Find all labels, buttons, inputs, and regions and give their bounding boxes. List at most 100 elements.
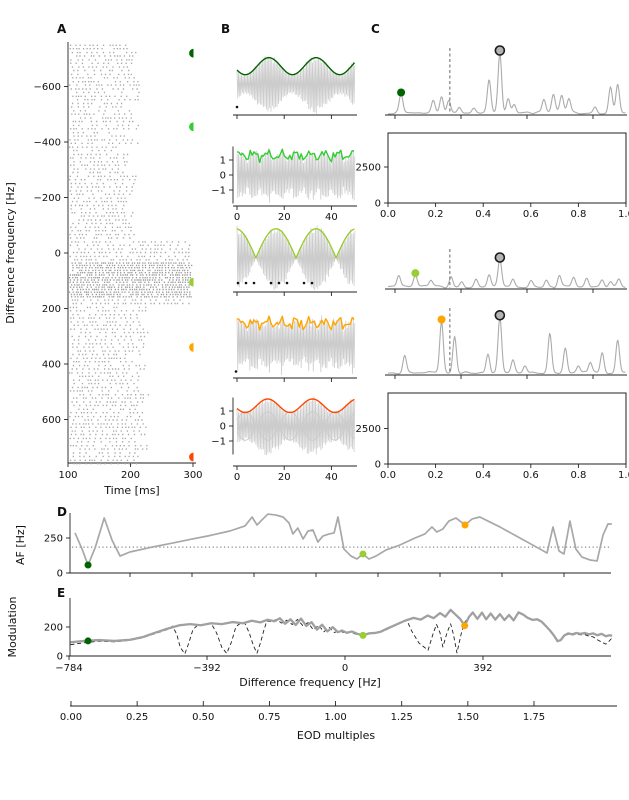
panel-b-row2: 0 20 40 1 0 −1 (211, 146, 357, 223)
eod-axis-label: EOD multiples (297, 729, 375, 742)
panel-c-row3 (385, 249, 627, 293)
e-xtick-label: 0 (342, 663, 348, 674)
c-xtick-label: 0.8 (570, 209, 586, 220)
c-xtick-label: 0.0 (380, 470, 396, 481)
c-xtick-label: 0.0 (380, 209, 396, 220)
panel-b-row4 (233, 315, 357, 382)
a-ytick-label: 600 (42, 415, 61, 426)
c-xtick-label: 0.2 (428, 470, 444, 481)
eod-axis: 0.00 0.25 0.50 0.75 1.00 1.25 1.50 1.75 (60, 701, 617, 723)
event-dot (234, 370, 238, 373)
panel-c-row5: 2500 00.0 0.2 0.4 0.6 0.8 1.0 (356, 392, 629, 481)
a-xtick-label: 200 (121, 470, 140, 481)
condition-marker-yellowgreen (189, 277, 194, 287)
e-xtick-label: 392 (473, 663, 492, 674)
panel-label-b: B (221, 22, 230, 36)
panel-a: −600 −400 −200 0 200 400 600 100 200 300 (34, 42, 203, 481)
a-y-axis-label: Difference frequency [Hz] (4, 182, 17, 324)
a-ytick-label: −200 (34, 193, 61, 204)
condition-dot-orange (437, 315, 446, 324)
d-ytick-label: 250 (44, 534, 63, 545)
panel-b-row3 (233, 225, 357, 296)
condition-dot-yellowgreen (411, 269, 420, 278)
b-xtick-label: 40 (325, 472, 338, 483)
eod-tick-label: 0.50 (192, 712, 214, 723)
eod-tick-label: 0.75 (258, 712, 280, 723)
a-xtick-label: 100 (58, 470, 77, 481)
condition-dot-yellowgreen (359, 550, 367, 558)
condition-marker-orange (189, 342, 194, 352)
b-ytick-label: 1 (220, 156, 226, 167)
e-ytick-label: 0 (57, 652, 63, 663)
carrier-wave (236, 315, 356, 376)
c-xtick-label: 1.0 (618, 470, 629, 481)
envelope-line (236, 148, 355, 164)
peak-circle-marker (494, 309, 506, 321)
braid-envelope (236, 411, 355, 441)
condition-dot-orange (461, 622, 469, 630)
carrier-wave (236, 147, 356, 204)
event-dot (252, 281, 256, 285)
condition-dot-orange (461, 521, 469, 529)
spectrum-line (387, 316, 626, 375)
panel-d: 0 250 (44, 513, 612, 580)
panel-label-a: A (57, 22, 67, 36)
condition-dot-darkgreen (84, 637, 92, 645)
panel-label-e: E (57, 586, 65, 600)
a-ytick-label: 200 (42, 304, 61, 315)
c-xtick-label: 0.2 (428, 209, 444, 220)
b-xtick-label: 20 (278, 212, 291, 223)
b-ytick-label: 1 (220, 407, 226, 418)
event-dot (310, 281, 314, 285)
e-xtick-label: −784 (55, 663, 82, 674)
b-xtick-label: 0 (234, 212, 240, 223)
b-xtick-label: 0 (234, 472, 240, 483)
spectrum-line (387, 52, 626, 115)
c-xtick-label: 0.6 (523, 470, 539, 481)
empty-axes-frame (387, 132, 627, 204)
a-ytick-label: 0 (55, 249, 61, 260)
panel-b-row5: 0 20 40 1 0 −1 (211, 396, 357, 483)
b-ytick-label: 0 (220, 422, 226, 433)
b-xtick-label: 20 (278, 472, 291, 483)
eod-tick-label: 1.75 (523, 712, 545, 723)
eod-tick-label: 0.25 (126, 712, 148, 723)
event-dot (269, 281, 273, 285)
b-ytick-label: −1 (211, 186, 226, 197)
panel-c-row2: 2500 00.0 0.2 0.4 0.6 0.8 1.0 (356, 132, 629, 220)
a-ytick-label: −600 (34, 82, 61, 93)
raster-spikes-dense (69, 262, 193, 298)
empty-axes-frame (387, 392, 627, 465)
b-xtick-label: 40 (325, 212, 338, 223)
carrier-wave (236, 56, 356, 114)
event-dot (285, 281, 289, 285)
a-xtick-label: 300 (183, 470, 202, 481)
c-xtick-label: 0.4 (475, 470, 491, 481)
carrier-wave (236, 396, 356, 456)
condition-dot-darkgreen (84, 561, 92, 569)
d-y-axis-label: AF [Hz] (14, 525, 27, 565)
condition-dot-yellowgreen (359, 631, 367, 639)
panel-c-row1 (385, 45, 627, 119)
modulation-solid-line (70, 608, 613, 644)
e-y-axis-label: Modulation (6, 596, 19, 657)
envelope-line (236, 228, 355, 259)
e-xtick-label: −392 (193, 663, 220, 674)
peak-circle-marker (494, 252, 506, 263)
c-xtick-label: 1.0 (618, 209, 629, 220)
af-line (74, 513, 612, 566)
c-ytick-label: 2500 (356, 163, 381, 174)
event-dot (235, 105, 239, 109)
envelope-line (236, 56, 356, 76)
b-ytick-label: −1 (211, 437, 226, 448)
b-ytick-label: 0 (220, 171, 226, 182)
c-xtick-label: 0.6 (523, 209, 539, 220)
raster-spikes (69, 44, 191, 465)
a-x-axis-label: Time [ms] (103, 484, 159, 497)
panel-e: 0 200 −784 −392 0 392 (44, 598, 613, 674)
envelope-line (236, 398, 355, 414)
c-ytick-label: 0 (375, 460, 381, 471)
panel-b-row1 (233, 56, 357, 119)
